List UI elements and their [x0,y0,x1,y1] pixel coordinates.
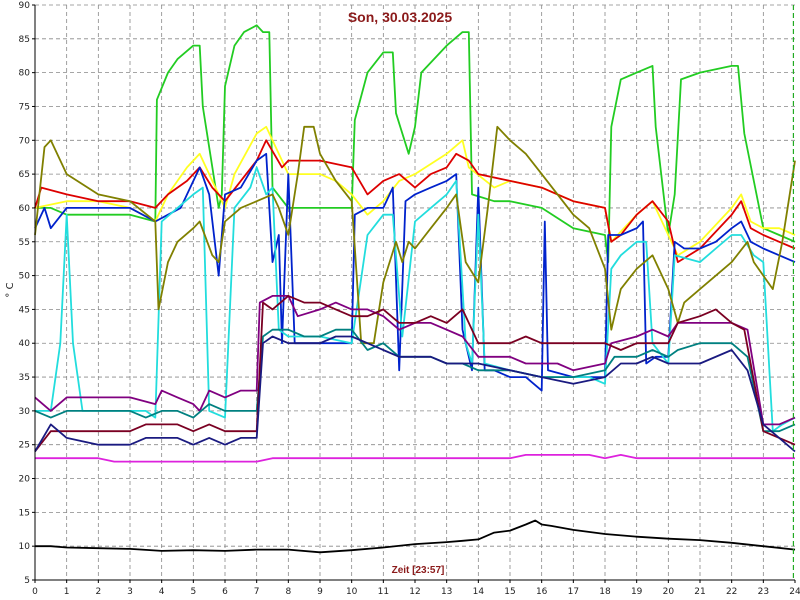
series-line-12 [35,519,796,554]
series-line-11 [35,454,795,463]
series-line-10 [34,335,796,453]
series-lines [34,24,796,554]
x-tick-label-6: 6 [222,587,228,597]
y-tick-label-50: 50 [19,272,31,282]
series-line-9 [34,295,796,453]
y-tick-label-85: 85 [19,35,30,45]
y-axis-label: ° C [5,282,16,297]
series-line-8 [34,328,796,433]
x-tick-label-9: 9 [317,587,323,597]
x-tick-label-17: 17 [568,587,579,597]
x-tick-label-10: 10 [346,587,358,597]
y-tick-label-5: 5 [24,576,30,586]
y-tick-label-25: 25 [19,441,30,451]
y-tick-label-40: 40 [19,339,31,349]
x-tick-label-1: 1 [64,587,70,597]
x-tick-label-7: 7 [254,587,260,597]
y-tick-label-35: 35 [19,373,30,383]
x-tick-label-11: 11 [378,587,389,597]
y-tick-labels: 5 10 15 20 25 30 35 40 45 50 55 60 65 70 75 80 85 90 [19,1,35,586]
x-tick-label-0: 0 [32,587,38,597]
y-tick-label-65: 65 [19,170,30,180]
y-tick-label-90: 90 [19,1,31,11]
y-tick-label-75: 75 [19,102,30,112]
x-tick-label-4: 4 [159,587,165,597]
x-tick-label-3: 3 [127,587,133,597]
x-tick-label-13: 13 [441,587,452,597]
x-tick-label-14: 14 [473,587,485,597]
x-tick-label-22: 22 [726,587,737,597]
x-tick-label-8: 8 [285,587,291,597]
series-line-1 [35,24,796,263]
x-tick-label-19: 19 [631,587,643,597]
x-tick-label-2: 2 [95,587,101,597]
x-tick-labels: 0 1 2 3 4 5 6 7 8 9 10 11 12 13 14 15 16 17 18 19 20 21 22 23 24 [32,580,800,597]
y-tick-label-15: 15 [19,508,30,518]
x-tick-label-24: 24 [789,587,800,597]
x-tick-label-21: 21 [694,587,705,597]
x-tick-label-5: 5 [190,587,196,597]
series-line-7 [34,295,796,426]
x-tick-label-16: 16 [536,587,548,597]
x-tick-label-20: 20 [663,587,675,597]
x-axis-label: Zeit [23:57] [392,565,445,576]
x-tick-label-15: 15 [504,587,515,597]
y-tick-label-20: 20 [19,475,31,485]
y-tick-label-80: 80 [19,69,31,79]
chart-title: Son, 30.03.2025 [348,9,453,25]
series-line-6 [34,125,796,345]
y-tick-label-30: 30 [19,407,31,417]
x-tick-label-12: 12 [409,587,420,597]
y-tick-label-10: 10 [19,542,31,552]
y-tick-label-60: 60 [19,204,31,214]
x-tick-label-23: 23 [758,587,769,597]
series-line-5 [35,166,796,433]
y-tick-label-55: 55 [19,238,30,248]
y-tick-label-45: 45 [19,305,30,315]
y-tick-label-70: 70 [19,136,31,146]
x-tick-label-18: 18 [599,587,611,597]
